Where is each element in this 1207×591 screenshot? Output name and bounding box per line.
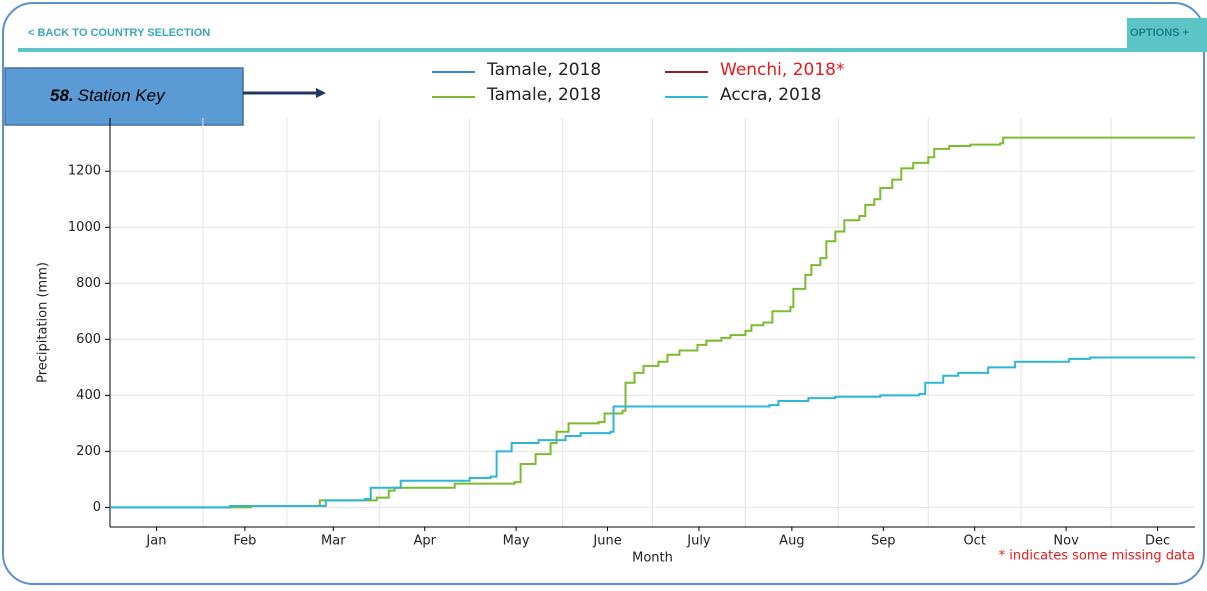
x-tick-label: June [592,534,621,549]
arrow-head [316,88,326,98]
y-tick-label: 1200 [68,164,101,179]
y-tick-label: 600 [76,332,101,347]
note: * indicates some missing data [999,549,1195,564]
x-tick-label: Oct [963,534,985,549]
legend-label: Tamale, 2018 [486,60,601,80]
x-tick-label: Mar [321,534,346,549]
x-tick-label: July [686,534,711,549]
options-button[interactable] [1127,18,1207,52]
back-link[interactable]: < BACK TO COUNTRY SELECTION [28,27,210,39]
y-tick-label: 200 [76,444,101,459]
y-tick-label: 800 [76,276,101,291]
x-tick-label: Aug [779,534,804,549]
options-label[interactable]: OPTIONS + [1130,27,1189,39]
series-line [110,136,1195,509]
y-tick-label: 0 [93,500,101,515]
y-tick-label: 1000 [68,220,101,235]
x-tick-label: Jan [145,534,166,549]
legend-label: Tamale, 2018 [486,85,601,105]
annotation-box [4,67,244,126]
x-tick-label: May [503,534,530,549]
x-tick-label: Apr [413,534,436,549]
annotation-number: 58. [50,86,74,105]
x-tick-label: Sep [871,534,896,549]
x-tick-label: Dec [1145,534,1170,549]
y-axis-label: Precipitation (mm) [36,262,51,383]
annotation-text: 58. Station Key [50,86,166,105]
y-tick-label: 400 [76,388,101,403]
series-line [110,356,1195,509]
legend-label: Wenchi, 2018* [720,60,844,80]
x-tick-label: Feb [233,534,256,549]
x-axis-label: Month [632,551,673,566]
x-tick-label: Nov [1053,534,1079,549]
annotation-label: Station Key [78,86,166,105]
legend-label: Accra, 2018 [720,85,822,105]
